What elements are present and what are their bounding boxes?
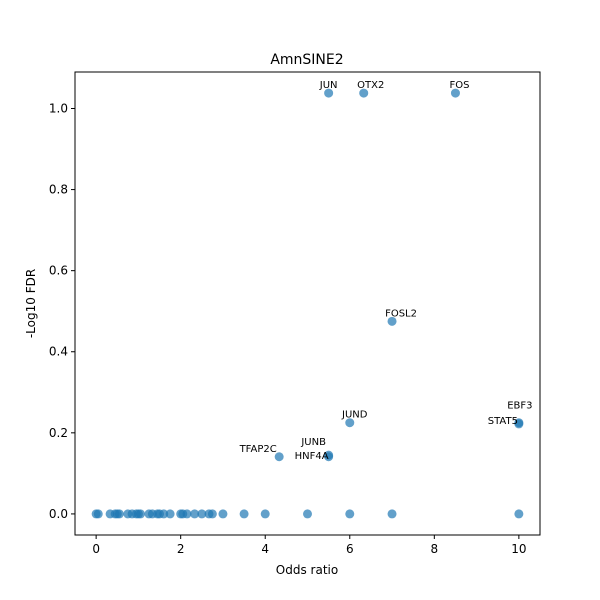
x-tick-label: 6 (346, 542, 354, 556)
data-point (387, 509, 397, 519)
data-point (514, 419, 524, 429)
data-point (239, 509, 249, 519)
plot-frame (74, 71, 541, 536)
data-point (387, 316, 397, 326)
x-axis: 0 2 4 6 8 10 (92, 535, 527, 556)
data-point (197, 509, 207, 519)
point-label: FOS (449, 80, 469, 91)
y-tick-label: 1.0 (49, 101, 68, 115)
point-label: HNF4A (295, 451, 329, 462)
point-labels-layer: TFAP2C HNF4A JUNB JUND EBF3 STAT5 FOSL2 JUN OTX2… (239, 80, 533, 462)
data-point (450, 88, 460, 98)
point-label: JUN (319, 80, 338, 91)
point-label: STAT5 (488, 416, 518, 427)
point-label: JUNB (300, 437, 326, 448)
y-tick-label: 0.6 (49, 264, 68, 278)
y-axis: 0.0 0.2 0.4 0.6 0.8 1.0 (49, 101, 75, 521)
data-point (159, 509, 169, 519)
data-point (324, 450, 334, 460)
x-tick-label: 2 (177, 542, 185, 556)
point-label: OTX2 (357, 80, 384, 91)
point-label: JUND (341, 410, 368, 421)
x-axis-title: Odds ratio (276, 563, 338, 577)
data-point (190, 509, 200, 519)
data-point (218, 509, 228, 519)
point-label: FOSL2 (385, 308, 417, 319)
chart-title: AmnSINE2 (270, 52, 343, 68)
data-point (514, 509, 524, 519)
data-point (303, 509, 312, 519)
x-tick-label: 0 (92, 542, 100, 556)
data-point (136, 509, 146, 519)
y-tick-label: 0.2 (49, 426, 68, 440)
data-point (93, 509, 103, 519)
x-tick-label: 10 (511, 542, 526, 556)
y-tick-label: 0.0 (49, 507, 68, 521)
points-layer (91, 88, 524, 519)
y-axis-title: -Log10 FDR (24, 269, 38, 338)
data-point (345, 418, 355, 428)
data-point (359, 88, 369, 98)
data-point (114, 509, 124, 519)
data-point (182, 509, 192, 519)
data-point (274, 452, 284, 462)
data-point (345, 509, 355, 519)
data-point (165, 509, 175, 519)
x-tick-label: 4 (261, 542, 269, 556)
point-label: TFAP2C (239, 444, 277, 455)
data-point (207, 509, 217, 519)
data-point (324, 88, 334, 98)
y-tick-label: 0.4 (49, 345, 68, 359)
x-tick-label: 8 (430, 542, 438, 556)
data-point (260, 509, 270, 519)
y-tick-label: 0.8 (49, 183, 68, 197)
point-label: EBF3 (507, 401, 532, 412)
